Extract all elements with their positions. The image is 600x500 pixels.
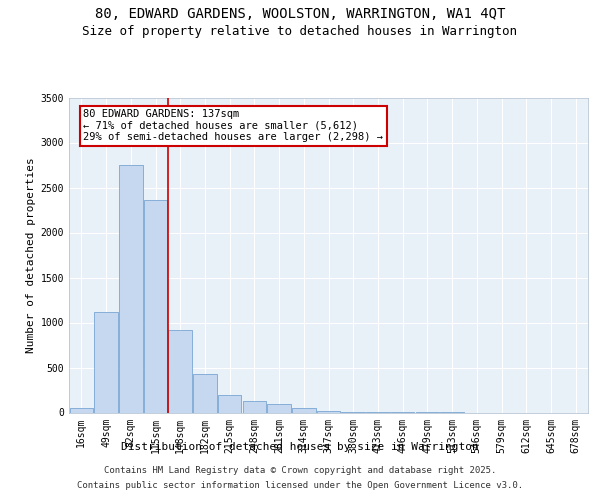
- Bar: [242, 401, 266, 412]
- Y-axis label: Number of detached properties: Number of detached properties: [26, 157, 37, 353]
- Bar: [218, 394, 241, 412]
- Bar: [268, 404, 291, 412]
- Bar: [70, 408, 93, 412]
- Text: 80 EDWARD GARDENS: 137sqm
← 71% of detached houses are smaller (5,612)
29% of se: 80 EDWARD GARDENS: 137sqm ← 71% of detac…: [83, 109, 383, 142]
- Bar: [292, 408, 316, 412]
- Bar: [193, 374, 217, 412]
- Bar: [119, 165, 143, 412]
- Bar: [94, 312, 118, 412]
- Text: 80, EDWARD GARDENS, WOOLSTON, WARRINGTON, WA1 4QT: 80, EDWARD GARDENS, WOOLSTON, WARRINGTON…: [95, 8, 505, 22]
- Text: Contains public sector information licensed under the Open Government Licence v3: Contains public sector information licen…: [77, 481, 523, 490]
- Bar: [169, 330, 192, 412]
- Bar: [144, 200, 167, 412]
- Text: Contains HM Land Registry data © Crown copyright and database right 2025.: Contains HM Land Registry data © Crown c…: [104, 466, 496, 475]
- Bar: [317, 411, 340, 412]
- Text: Size of property relative to detached houses in Warrington: Size of property relative to detached ho…: [83, 25, 517, 38]
- Text: Distribution of detached houses by size in Warrington: Distribution of detached houses by size …: [121, 442, 479, 452]
